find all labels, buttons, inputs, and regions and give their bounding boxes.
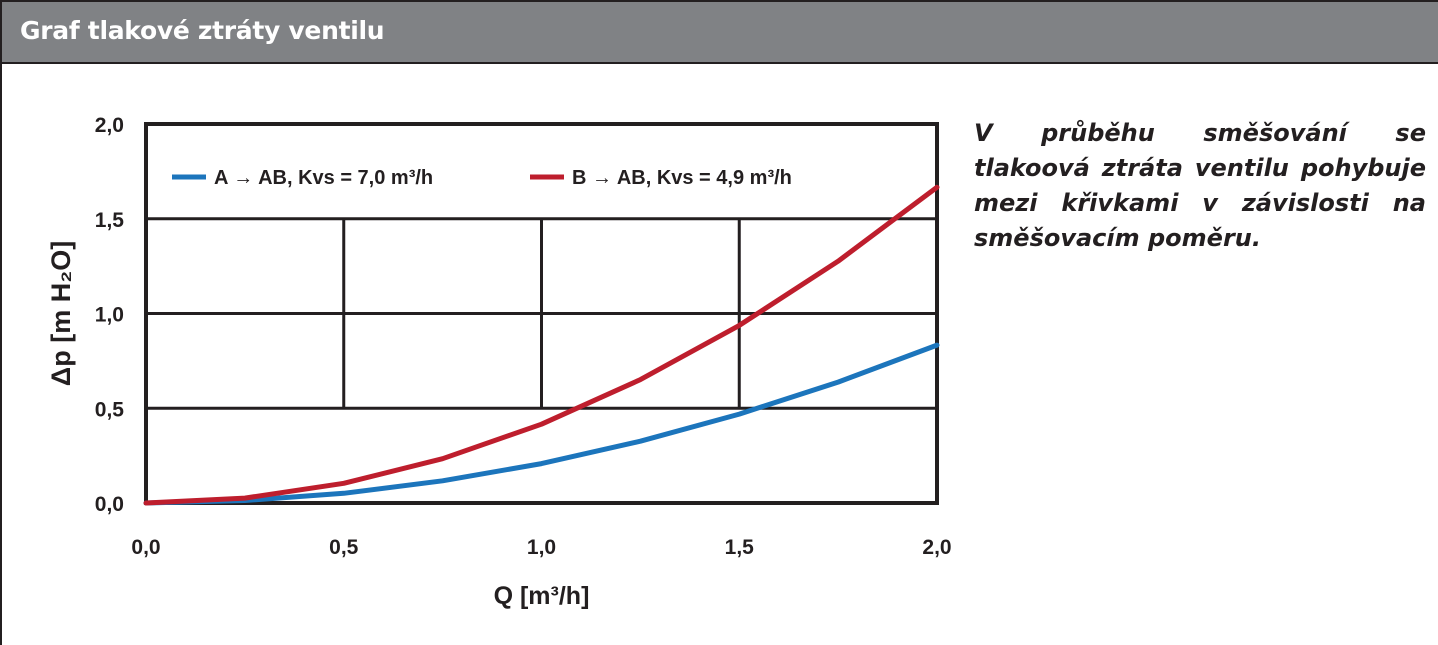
x-tick-label: 2,0	[922, 536, 951, 559]
page-title: Graf tlakové ztráty ventilu	[20, 16, 385, 45]
legend-label-1: A → AB, Kvs = 7,0 m³/h	[214, 167, 433, 189]
x-axis-label: Q [m³/h]	[494, 582, 590, 610]
x-tick-label: 1,5	[725, 536, 755, 559]
y-tick-label: 1,5	[95, 209, 125, 232]
series-line-1	[143, 342, 940, 506]
y-tick-label: 2,0	[95, 114, 124, 137]
x-tick-label: 0,5	[329, 536, 359, 559]
note-text: V průběhu směšování se tlakoová ztráta v…	[974, 119, 1426, 252]
x-tick-label: 0,0	[131, 536, 160, 559]
x-tick-label: 1,0	[527, 536, 556, 559]
series-line-2	[143, 184, 940, 506]
y-axis-label: Δp [m H₂O]	[46, 241, 76, 386]
plot-border	[144, 122, 939, 505]
header-bar: Graf tlakové ztráty ventilu	[2, 2, 1438, 64]
y-tick-label: 0,5	[95, 398, 125, 421]
y-tick-label: 0,0	[95, 493, 124, 516]
y-tick-label: 1,0	[95, 304, 124, 327]
legend-label-2: B → AB, Kvs = 4,9 m³/h	[572, 167, 792, 189]
